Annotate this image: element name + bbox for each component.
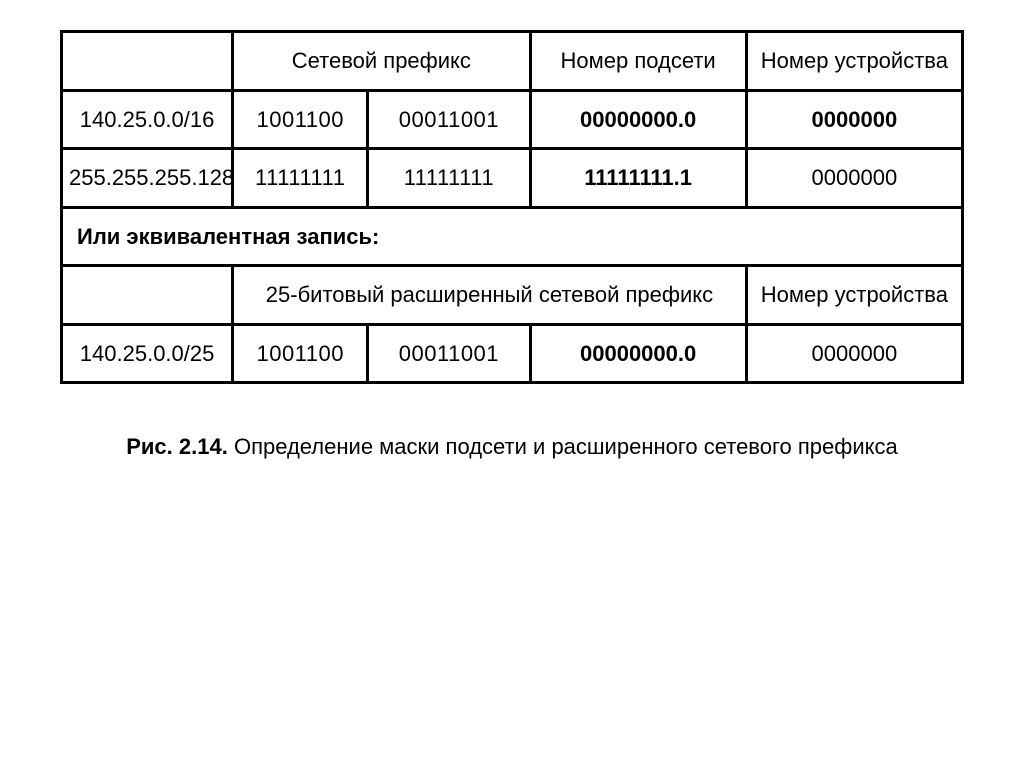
header-empty-cell-2 xyxy=(62,266,233,325)
cell-octet-1: 1001100 xyxy=(233,324,368,383)
subnet-table: Сетевой префикс Номер подсети Номер устр… xyxy=(60,30,964,384)
header-device-number: Номер устройства xyxy=(746,32,962,91)
cell-device: 0000000 xyxy=(746,149,962,208)
cell-addr: 255.255.255.128 xyxy=(62,149,233,208)
cell-device: 0000000 xyxy=(746,90,962,149)
header-extended-prefix: 25-битовый расширенный сетевой префикс xyxy=(233,266,747,325)
cell-octet-1: 11111111 xyxy=(233,149,368,208)
table-header-row-1: Сетевой префикс Номер подсети Номер устр… xyxy=(62,32,963,91)
cell-octet-2: 00011001 xyxy=(368,324,530,383)
table-row: 140.25.0.0/16 1001100 00011001 00000000.… xyxy=(62,90,963,149)
cell-octet-2: 11111111 xyxy=(368,149,530,208)
header-subnet-number: Номер подсети xyxy=(530,32,746,91)
cell-octet-1: 1001100 xyxy=(233,90,368,149)
header-device-number-2: Номер устройства xyxy=(746,266,962,325)
cell-subnet: 00000000.0 xyxy=(530,90,746,149)
figure-caption-text: Определение маски подсети и расширенного… xyxy=(234,434,898,459)
cell-addr: 140.25.0.0/25 xyxy=(62,324,233,383)
figure-label: Рис. 2.14. xyxy=(126,434,228,459)
cell-addr: 140.25.0.0/16 xyxy=(62,90,233,149)
cell-octet-2: 00011001 xyxy=(368,90,530,149)
cell-subnet: 00000000.0 xyxy=(530,324,746,383)
section-divider-row: Или эквивалентная запись: xyxy=(62,207,963,266)
cell-subnet: 11111111.1 xyxy=(530,149,746,208)
header-network-prefix: Сетевой префикс xyxy=(233,32,530,91)
table-row: 255.255.255.128 11111111 11111111 111111… xyxy=(62,149,963,208)
table-row: 140.25.0.0/25 1001100 00011001 00000000.… xyxy=(62,324,963,383)
table-header-row-2: 25-битовый расширенный сетевой префикс Н… xyxy=(62,266,963,325)
section-label: Или эквивалентная запись: xyxy=(62,207,963,266)
header-empty-cell xyxy=(62,32,233,91)
figure-caption: Рис. 2.14. Определение маски подсети и р… xyxy=(60,434,964,460)
cell-device: 0000000 xyxy=(746,324,962,383)
page-container: Сетевой префикс Номер подсети Номер устр… xyxy=(0,0,1024,460)
